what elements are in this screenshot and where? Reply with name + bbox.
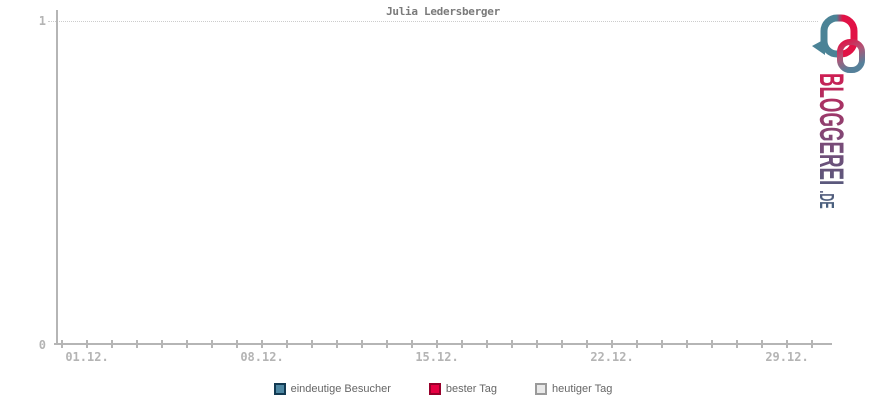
y-tick-label-min: 0 (38, 338, 46, 352)
x-tick-label-1: 01.12. (65, 350, 109, 364)
legend-label-today: heutiger Tag (552, 383, 613, 395)
bloggerei-logo[interactable]: BLOGGEREI .DE (800, 8, 870, 223)
chart-legend: eindeutige Besucher bester Tag heutiger … (54, 383, 832, 395)
x-tick-label-4: 22.12. (590, 350, 634, 364)
legend-swatch-unique-visitors (273, 383, 286, 395)
logo-wordmark: BLOGGEREI .DE (813, 73, 851, 209)
legend-label-best-day: bester Tag (445, 383, 498, 395)
logo-tld-text: .DE (815, 190, 837, 208)
y-tick-label-max: 1 (38, 14, 46, 28)
chart-title: Julia Ledersberger (386, 5, 500, 18)
x-tick-label-5: 29.12. (765, 350, 809, 364)
legend-item-unique-visitors: eindeutige Besucher (273, 383, 391, 395)
logo-brand-text: BLOGGEREI (813, 73, 851, 185)
legend-item-best-day: bester Tag (428, 383, 498, 395)
legend-swatch-today (535, 383, 548, 395)
x-tick-marks (61, 340, 814, 348)
gridline-y-max (48, 21, 818, 22)
speech-bubble-link-small (837, 39, 865, 73)
x-tick-label-3: 15.12. (415, 350, 459, 364)
legend-label-unique-visitors: eindeutige Besucher (290, 383, 391, 395)
y-axis-line (56, 10, 58, 345)
legend-swatch-best-day (428, 383, 441, 395)
legend-item-today: heutiger Tag (535, 383, 612, 395)
chat-links-icon (812, 14, 865, 73)
x-tick-label-2: 08.12. (240, 350, 284, 364)
